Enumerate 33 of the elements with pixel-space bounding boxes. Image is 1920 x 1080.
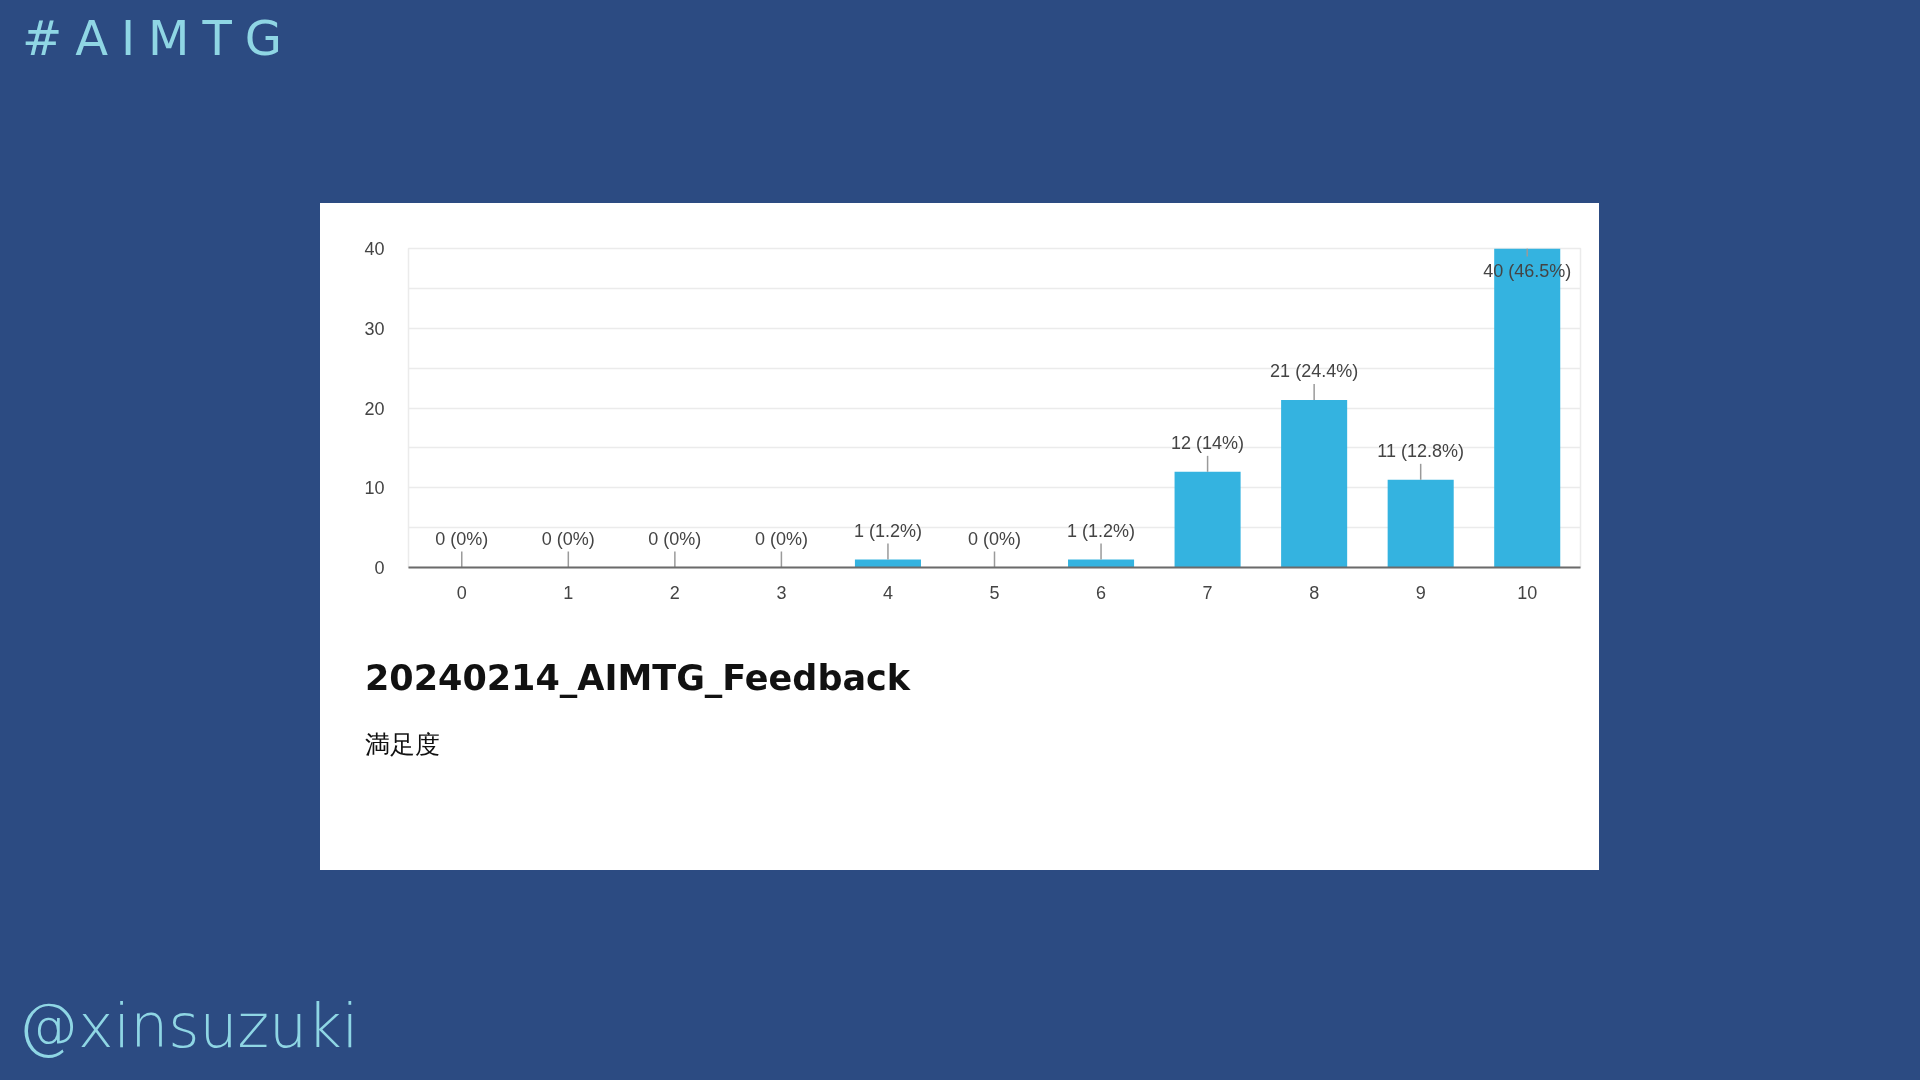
bar [1174, 471, 1241, 568]
x-tick-label: 3 [776, 582, 787, 603]
x-tick-label: 6 [1096, 582, 1107, 603]
text: #AIMTG [22, 10, 295, 68]
data-label: 0 (0%) [648, 528, 702, 549]
y-tick-label: 30 [364, 318, 385, 339]
y-tick-label: 20 [364, 398, 385, 419]
x-tick-label: 10 [1517, 582, 1538, 603]
data-label: 21 (24.4%) [1270, 361, 1359, 382]
data-label: 1 (1.2%) [853, 520, 922, 541]
text: 20240214_AIMTG_Feedback [365, 657, 911, 699]
y-tick-label: 40 [364, 239, 385, 259]
x-tick-label: 4 [882, 582, 893, 603]
x-tick-label: 0 [456, 582, 467, 603]
bar [1281, 400, 1348, 568]
bar [1387, 479, 1454, 568]
y-tick-label: 10 [364, 478, 385, 499]
data-label: 0 (0%) [754, 528, 808, 549]
x-tick-label: 9 [1415, 582, 1426, 603]
data-label: 0 (0%) [967, 528, 1022, 549]
x-tick-label: 7 [1202, 582, 1213, 603]
text: 満足度 [365, 729, 440, 761]
data-label: 12 (14%) [1171, 432, 1245, 453]
data-label: 0 (0%) [435, 528, 489, 549]
y-tick-label: 0 [374, 558, 385, 578]
data-label: 11 (12.8%) [1377, 440, 1465, 461]
x-tick-label: 8 [1309, 582, 1320, 603]
x-tick-label: 5 [989, 582, 1000, 603]
data-label: 1 (1.2%) [1067, 520, 1136, 541]
data-label: 0 (0%) [541, 528, 595, 549]
text: @xinsuzuki [18, 990, 359, 1062]
x-tick-label: 2 [669, 582, 680, 603]
x-tick-label: 1 [563, 582, 574, 603]
